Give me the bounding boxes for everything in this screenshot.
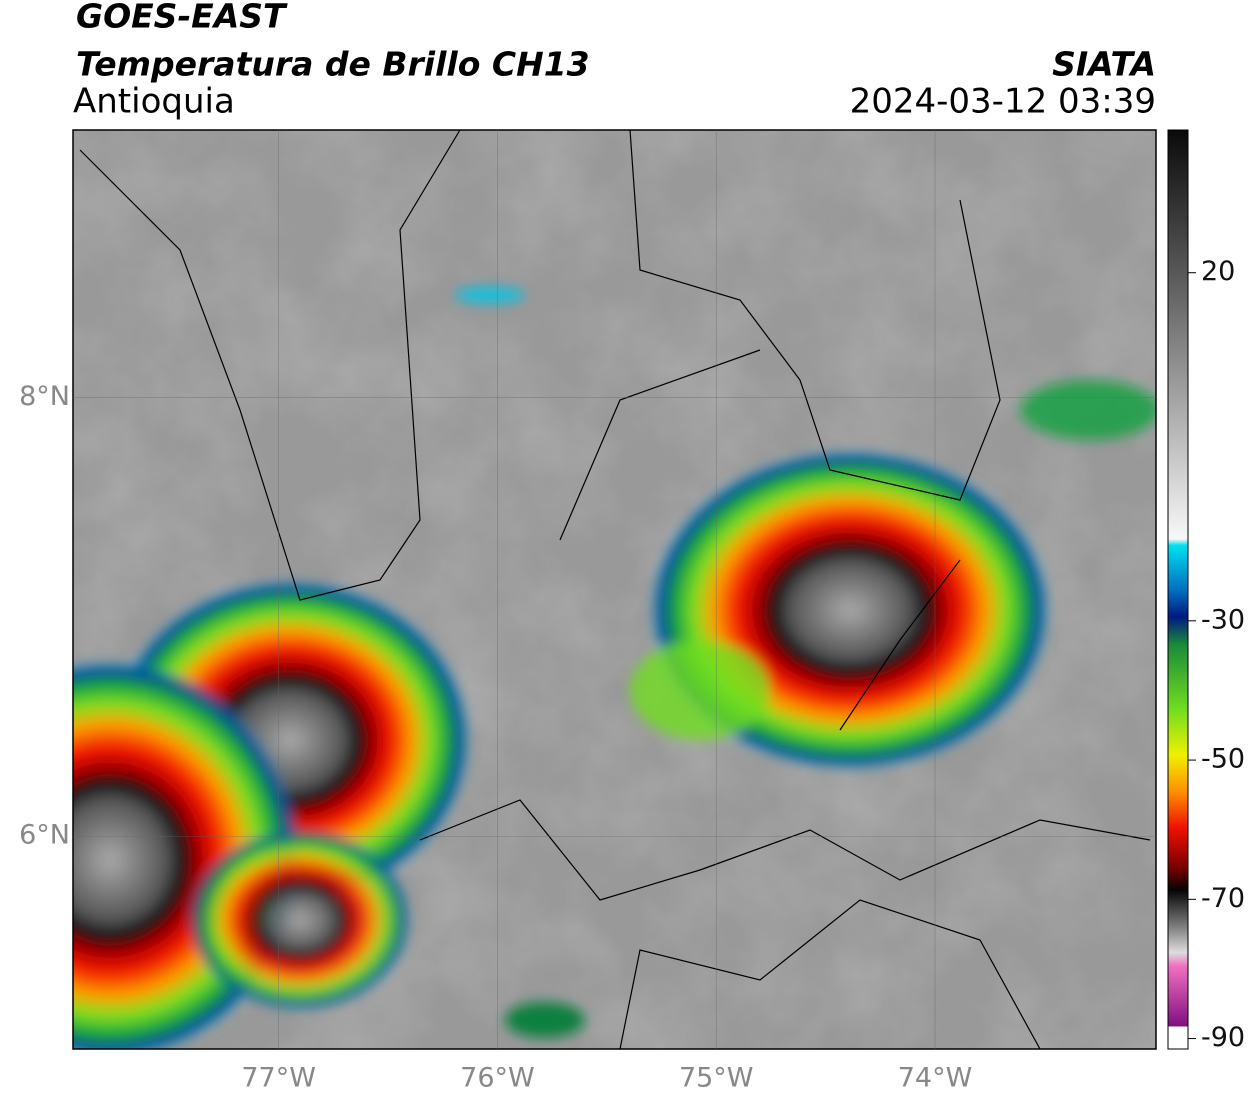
subtitle: Temperatura de Brillo CH13 [76,45,590,84]
colorbar-tick-label: -30 [1201,604,1245,635]
colorbar-tick-label: 20 [1201,256,1235,287]
lon-tick-label: 77°W [241,1063,316,1094]
header: GOES-EAST Temperatura de Brillo CH13 Ant… [73,0,1156,122]
colorbar-tick-label: -50 [1201,744,1245,775]
map-image [73,130,1156,1049]
axes: 77°W 76°W 75°W 74°W 8°N 6°N 20 -30 -50 -70 -90 [19,130,1245,1094]
colorbar [1167,129,1189,1050]
lat-tick-label: 8°N [19,381,70,412]
datetime: 2024-03-12 03:39 [850,82,1156,122]
map-frame [72,129,1157,1050]
region: Antioquia [73,82,235,122]
lon-tick-label: 74°W [898,1063,973,1094]
lon-tick-label: 75°W [679,1063,754,1094]
colorbar-tick-label: -90 [1201,1022,1245,1053]
source: SIATA [1052,45,1156,84]
lon-tick-label: 76°W [460,1063,535,1094]
title: GOES-EAST [76,0,288,36]
lat-tick-label: 6°N [19,820,70,851]
colorbar-tick-label: -70 [1201,883,1245,914]
